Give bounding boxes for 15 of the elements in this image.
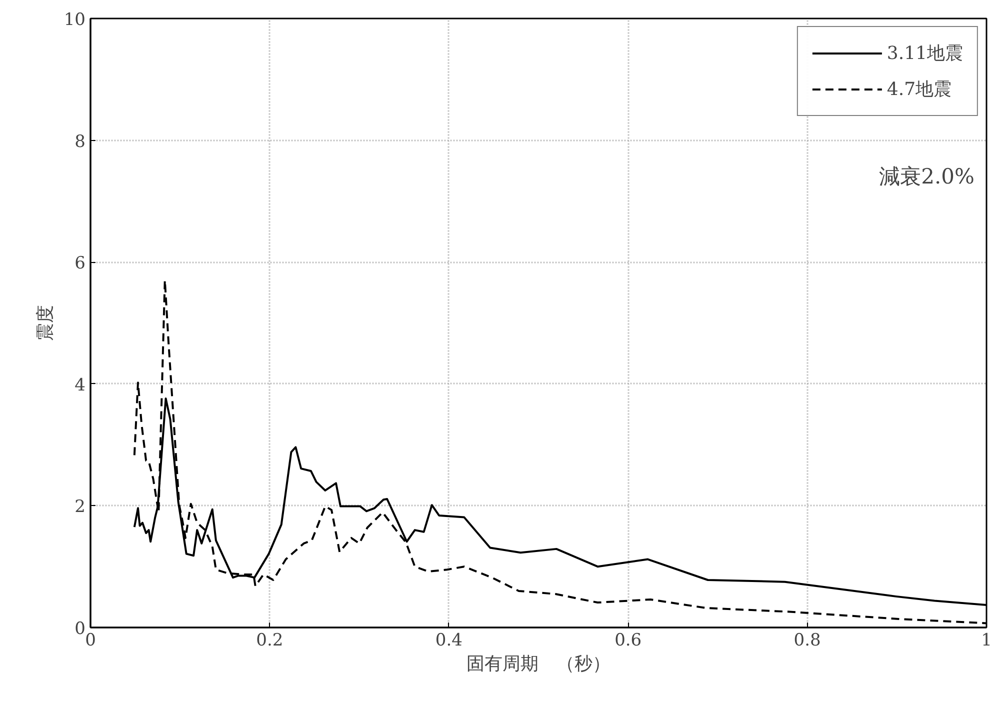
y-tick-label: 2 <box>74 497 86 518</box>
x-tick-label: 0.2 <box>256 630 284 650</box>
x-axis-title: 固有周期 （秒） <box>466 654 610 674</box>
y-axis-title: 震度 <box>34 305 56 341</box>
x-tick-label: 0.6 <box>614 630 642 650</box>
y-tick-label: 4 <box>74 375 86 396</box>
legend-label: 4.7地震 <box>886 78 952 101</box>
x-tick-label: 0.4 <box>435 630 462 650</box>
annotation: 減衰2.0% <box>879 164 975 188</box>
x-tick-label: 0.8 <box>794 630 821 650</box>
y-tick-label: 6 <box>74 254 86 274</box>
y-tick-label: 8 <box>74 132 86 152</box>
legend-label: 3.11地震 <box>886 42 963 65</box>
x-tick-label: 1 <box>981 630 992 650</box>
y-tick-label: 10 <box>64 10 86 30</box>
